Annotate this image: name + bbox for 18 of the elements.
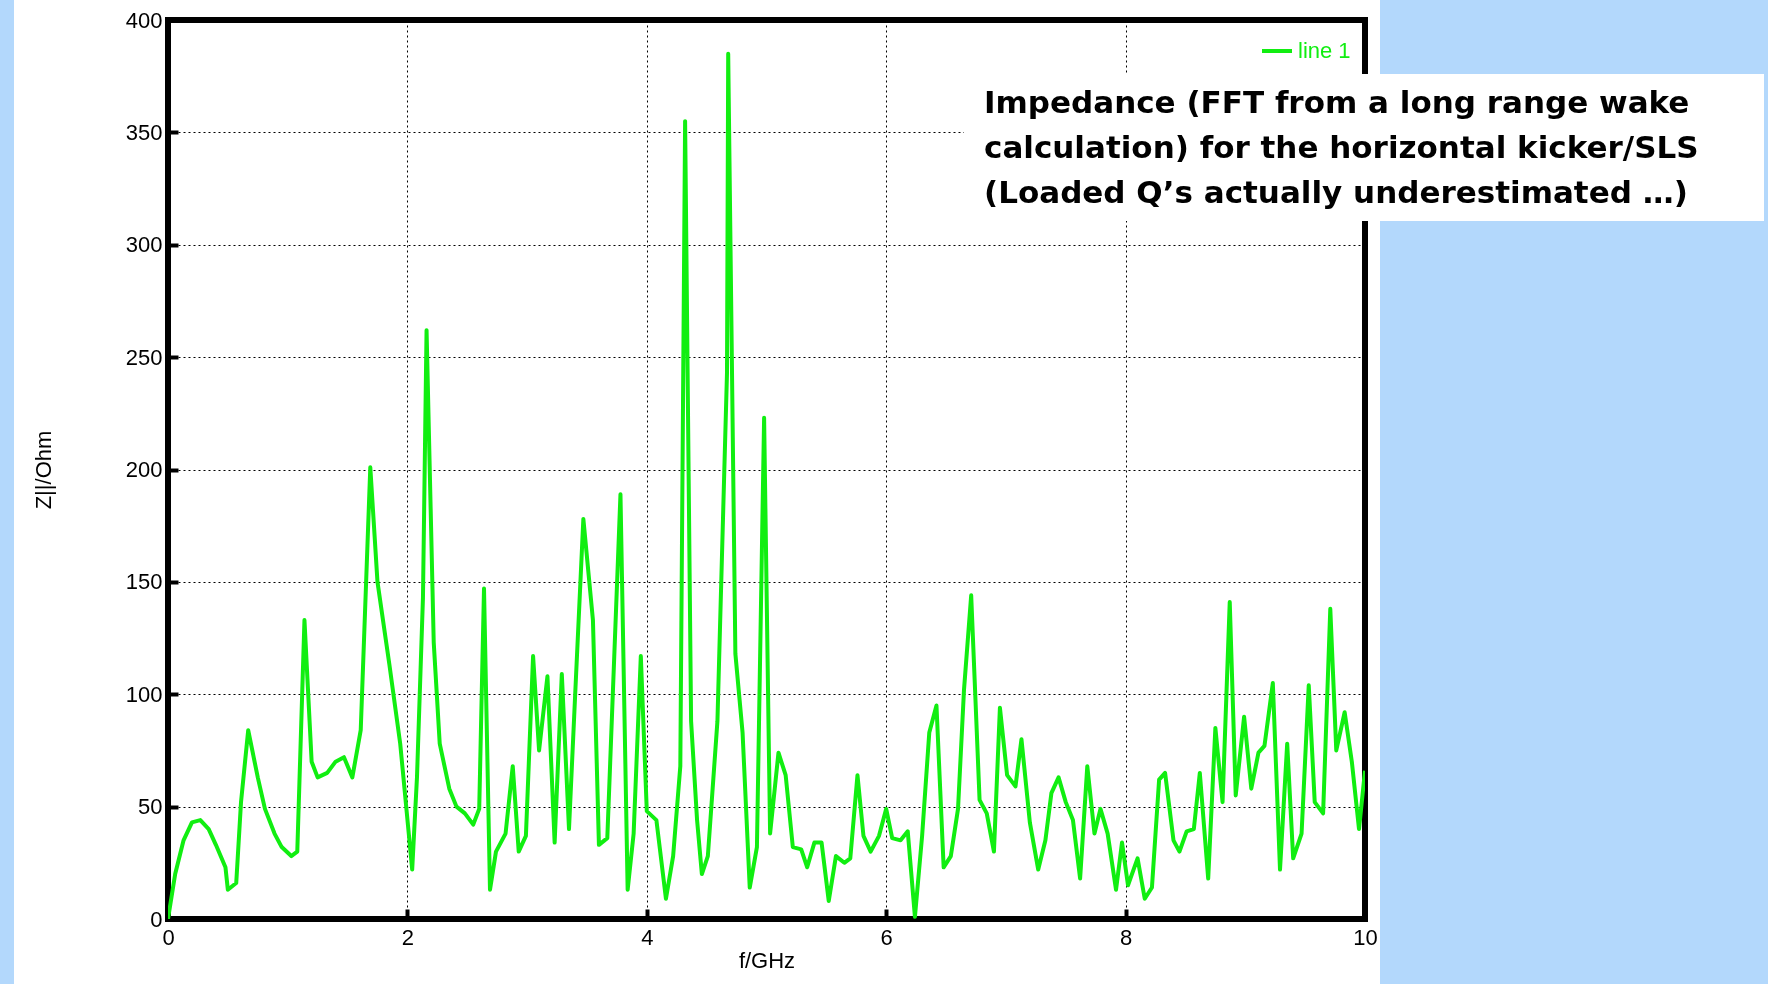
y-tick-label: 400 <box>125 7 163 33</box>
x-tick-label: 10 <box>1353 924 1378 950</box>
y-tick-label: 350 <box>125 119 163 145</box>
y-tick-label: 250 <box>125 344 163 370</box>
annotation: Impedance (FFT from a long range wake calculation) for the horizontal kicker/SLS (Loaded Q’s actually underestimated …) <box>984 83 1700 212</box>
x-tick-label: 2 <box>401 924 415 950</box>
x-axis-title: f/GHz <box>738 947 796 973</box>
legend-label: line 1 <box>1298 38 1351 63</box>
y-tick-label: 300 <box>125 232 163 258</box>
y-tick-label: 200 <box>125 457 163 482</box>
y-tick-label: 50 <box>138 794 163 820</box>
x-tick-label: 8 <box>1119 924 1133 950</box>
y-tick-label: 100 <box>125 681 163 707</box>
y-axis-title: Z||/Ohm <box>30 430 56 510</box>
x-tick-label: 6 <box>880 924 893 950</box>
y-tick-label: 0 <box>150 906 163 932</box>
x-tick-label: 4 <box>641 924 654 950</box>
y-tick-label: 150 <box>125 569 163 595</box>
